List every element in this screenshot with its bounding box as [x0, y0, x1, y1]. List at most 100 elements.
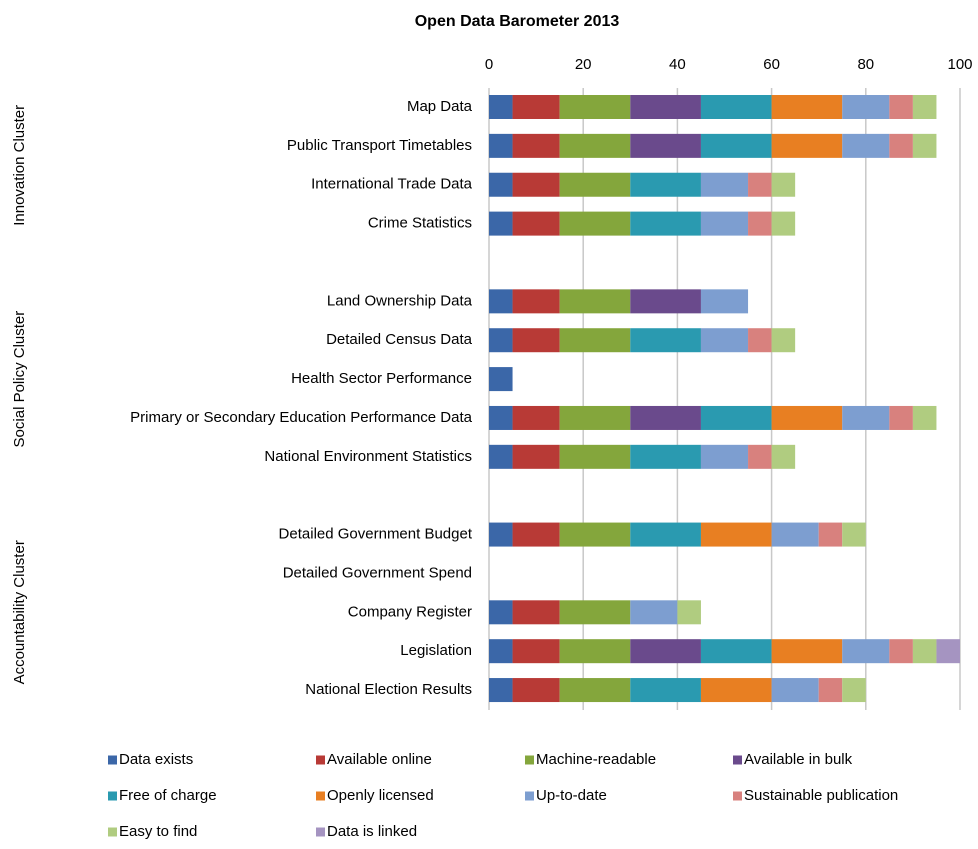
- bar-segment: [700, 211, 749, 236]
- bar-segment: [630, 328, 701, 353]
- bar-segment: [559, 405, 631, 430]
- x-tick-label: 0: [485, 56, 493, 73]
- bar-segment: [489, 405, 513, 430]
- bar-segment: [936, 639, 960, 664]
- x-tick-label: 60: [763, 56, 780, 73]
- legend-label: Machine-readable: [536, 751, 656, 768]
- bar-segment: [700, 289, 749, 314]
- bar-segment: [630, 172, 701, 197]
- bar-segment: [912, 95, 937, 119]
- bar-segment: [559, 328, 631, 353]
- bar-segment: [630, 211, 701, 236]
- bar-segment: [630, 522, 701, 547]
- y-tick-label: Legislation: [400, 642, 472, 659]
- legend-label: Openly licensed: [327, 787, 434, 804]
- x-tick-label: 40: [669, 56, 686, 73]
- bar-segment: [912, 639, 937, 664]
- legend-swatch: [525, 755, 534, 765]
- y-tick-label: Map Data: [407, 98, 473, 115]
- bar-segment: [489, 328, 513, 353]
- bar-segment: [630, 405, 701, 430]
- bar-segment: [559, 522, 631, 547]
- bar-segment: [559, 172, 631, 197]
- bar-segment: [512, 639, 560, 664]
- bar-segment: [489, 444, 513, 469]
- bar-segment: [700, 678, 772, 703]
- x-tick-label: 20: [575, 56, 592, 73]
- bar-segment: [489, 95, 513, 119]
- bar-segment: [489, 289, 513, 314]
- legend-swatch: [733, 755, 742, 765]
- bar-segment: [700, 639, 772, 664]
- legend-swatch: [316, 791, 325, 801]
- bar-segment: [771, 211, 796, 236]
- x-tick-label: 100: [947, 56, 972, 73]
- legend-label: Available in bulk: [744, 751, 853, 768]
- bar-segment: [489, 172, 513, 197]
- y-tick-label: Detailed Government Budget: [279, 526, 473, 543]
- bar-segment: [748, 172, 772, 197]
- legend-label: Data is linked: [327, 823, 417, 840]
- bar-segment: [700, 444, 749, 469]
- bar-segment: [818, 678, 843, 703]
- bar-segment: [559, 95, 631, 119]
- bar-segment: [842, 639, 890, 664]
- legend-swatch: [733, 791, 742, 801]
- bar-segment: [700, 522, 772, 547]
- bar-segment: [512, 678, 560, 703]
- bar-segment: [889, 133, 913, 158]
- bar-segment: [771, 639, 843, 664]
- y-tick-label: Detailed Census Data: [326, 331, 473, 348]
- legend-swatch: [108, 827, 117, 837]
- y-tick-label: Public Transport Timetables: [287, 137, 472, 154]
- bar-segment: [771, 444, 796, 469]
- bar-segment: [512, 211, 560, 236]
- bar-segment: [748, 444, 772, 469]
- bar-segment: [700, 133, 772, 158]
- bar-segment: [771, 405, 843, 430]
- bar-segment: [842, 133, 890, 158]
- bar-segment: [630, 444, 701, 469]
- bar-segment: [748, 328, 772, 353]
- bar-segment: [771, 133, 843, 158]
- bar-segment: [889, 95, 913, 119]
- bar-segment: [771, 678, 819, 703]
- y-tick-label: Company Register: [348, 603, 472, 620]
- y-tick-label: Crime Statistics: [368, 215, 472, 232]
- bar-segment: [512, 600, 560, 625]
- bar-segment: [771, 172, 796, 197]
- bar-segment: [842, 522, 866, 547]
- bar-segment: [818, 522, 843, 547]
- y-tick-label: Land Ownership Data: [327, 292, 473, 309]
- bar-segment: [700, 172, 749, 197]
- bar-segment: [677, 600, 701, 625]
- bar-segment: [700, 405, 772, 430]
- y-tick-label: Detailed Government Spend: [283, 564, 472, 581]
- bar-segment: [512, 172, 560, 197]
- legend-label: Easy to find: [119, 823, 197, 840]
- legend-label: Up-to-date: [536, 787, 607, 804]
- legend-label: Data exists: [119, 751, 193, 768]
- bar-segment: [700, 328, 749, 353]
- bar-segment: [630, 289, 701, 314]
- x-tick-label: 80: [857, 56, 874, 73]
- bar-segment: [559, 211, 631, 236]
- bar-segment: [630, 95, 701, 119]
- bar-segment: [748, 211, 772, 236]
- bar-segment: [512, 444, 560, 469]
- y-tick-label: Primary or Secondary Education Performan…: [130, 409, 472, 426]
- legend-swatch: [108, 755, 117, 765]
- bar-segment: [489, 600, 513, 625]
- bar-segment: [559, 639, 631, 664]
- bar-segment: [489, 678, 513, 703]
- bar-segment: [559, 600, 631, 625]
- bar-segment: [489, 522, 513, 547]
- bar-segment: [512, 405, 560, 430]
- bar-segment: [630, 600, 678, 625]
- bar-segment: [559, 678, 631, 703]
- chart-title: Open Data Barometer 2013: [415, 13, 620, 30]
- bar-segment: [489, 367, 513, 392]
- bar-segment: [630, 678, 701, 703]
- bar-segment: [512, 522, 560, 547]
